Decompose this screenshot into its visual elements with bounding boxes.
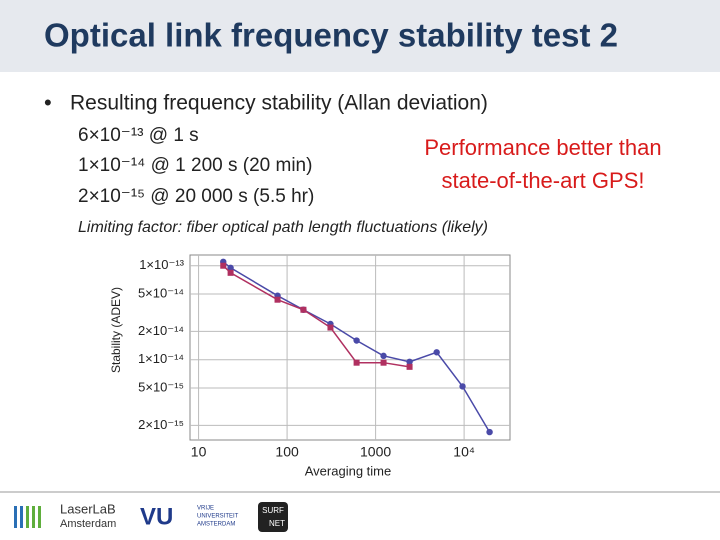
series-line [222, 265, 410, 368]
surf-text: NET [269, 519, 285, 528]
logo-text: Amsterdam [60, 518, 116, 530]
marker [486, 428, 493, 436]
marker [274, 296, 281, 303]
x-tick-label: 10⁴ [453, 444, 475, 460]
x-axis-label: Averaging time [305, 463, 391, 478]
note: Limiting factor: fiber optical path leng… [78, 219, 488, 236]
y-tick-label: 5×10⁻¹⁵ [138, 379, 184, 394]
y-tick-label: 1×10⁻¹⁴ [138, 351, 184, 366]
bullet: Resulting frequency stability (Allan dev… [70, 92, 488, 115]
marker [433, 349, 440, 356]
series-line [222, 261, 491, 433]
logo-bar [32, 506, 35, 528]
y-tick-label: 2×10⁻¹⁴ [138, 323, 184, 338]
marker [353, 359, 360, 366]
logo-bar [26, 506, 29, 528]
callout: Performance better than [424, 135, 661, 160]
marker [220, 262, 227, 269]
vu-logo: VU [140, 503, 173, 530]
marker [353, 337, 360, 344]
x-tick-label: 100 [275, 444, 299, 460]
y-tick-label: 1×10⁻¹³ [139, 257, 184, 272]
y-tick-label: 2×10⁻¹⁵ [138, 417, 184, 432]
marker [459, 383, 466, 390]
marker [406, 363, 413, 370]
marker [380, 352, 387, 360]
vu-name: UNIVERSITEIT [197, 514, 239, 520]
y-tick-label: 5×10⁻¹⁴ [138, 285, 184, 300]
logo-bar [14, 506, 17, 528]
callout: state-of-the-art GPS! [442, 168, 645, 193]
surf-text: SURF [262, 506, 284, 515]
vu-name: AMSTERDAM [197, 522, 235, 528]
logo-bar [38, 506, 41, 528]
marker [327, 324, 334, 331]
result: 2×10⁻¹⁵ @ 20 000 s (5.5 hr) [78, 186, 314, 207]
marker [227, 269, 234, 276]
surf-logo [258, 502, 288, 532]
logo-text: LaserLaB [60, 501, 116, 516]
vu-name: VRIJE [197, 506, 214, 512]
logo-bar [20, 506, 23, 528]
laserlab-logo: LaserLaB Amsterdam [14, 501, 116, 530]
x-tick-label: 10 [191, 444, 207, 460]
marker [227, 264, 234, 272]
slide-title: Optical link frequency stability test 2 [44, 17, 618, 54]
title-band [0, 0, 720, 72]
plot-frame [189, 254, 511, 441]
marker [406, 358, 413, 366]
marker [380, 359, 387, 366]
y-axis-label: Stability (ADEV) [109, 287, 123, 373]
marker [300, 306, 307, 313]
result: 1×10⁻¹⁴ @ 1 200 s (20 min) [78, 155, 312, 176]
x-tick-label: 1000 [360, 444, 391, 460]
bullet-dot: • [44, 90, 52, 115]
result: 6×10⁻¹³ @ 1 s [78, 125, 199, 146]
